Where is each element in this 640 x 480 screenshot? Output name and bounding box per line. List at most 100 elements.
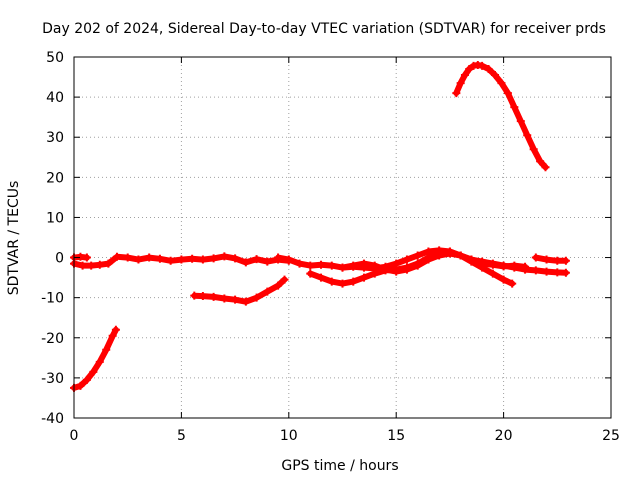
y-tick-label: 40 (46, 90, 64, 106)
data-point (280, 275, 289, 284)
series-arc-mid-dip (190, 275, 289, 306)
data-point (263, 287, 272, 296)
series-arc-high-peak (452, 61, 550, 172)
x-tick-label: 25 (602, 428, 620, 444)
data-point (220, 252, 229, 261)
data-point (220, 294, 229, 303)
data-point (531, 266, 540, 275)
data-point (145, 253, 154, 262)
data-point (82, 375, 91, 384)
data-point (370, 261, 379, 270)
x-tick-label: 20 (495, 428, 513, 444)
data-point (529, 145, 538, 154)
data-point (263, 257, 272, 266)
data-point (241, 297, 250, 306)
series-arc-near-zero-b (70, 252, 91, 262)
data-point (102, 345, 111, 354)
data-point (209, 292, 218, 301)
data-point (284, 255, 293, 264)
data-point (510, 103, 519, 112)
x-axis-label: GPS time / hours (281, 458, 398, 474)
y-tick-label: 20 (46, 170, 64, 186)
data-point (478, 259, 487, 268)
data-point (274, 253, 283, 262)
data-point (112, 252, 121, 261)
data-point (488, 269, 497, 278)
data-point (499, 262, 508, 271)
data-point (467, 255, 476, 264)
data-point (306, 269, 315, 278)
y-tick-label: 10 (46, 210, 64, 226)
data-point (198, 255, 207, 264)
data-point (536, 157, 545, 166)
data-point (561, 268, 570, 277)
series-arc-near-zero-a (70, 252, 293, 270)
data-point (553, 268, 562, 277)
data-point (541, 163, 550, 172)
data-point (491, 71, 500, 80)
axis-ticks: 0 5 10 15 20 25 -40 -30 -20 -10 0 10 20 30 40 50 (41, 50, 620, 444)
data-point (241, 258, 250, 267)
data-point (76, 381, 85, 390)
data-point (108, 331, 117, 340)
data-point (306, 261, 315, 270)
y-tick-label: 30 (46, 130, 64, 146)
data-point (78, 261, 87, 270)
data-point (370, 269, 379, 278)
data-point (413, 261, 422, 270)
data-point (503, 89, 512, 98)
data-point (89, 367, 98, 376)
data-point (381, 265, 390, 274)
x-tick-label: 15 (387, 428, 405, 444)
data-point (460, 71, 469, 80)
data-point (542, 255, 551, 264)
data-point (553, 256, 562, 265)
data-point (508, 279, 517, 288)
data-point (252, 293, 261, 302)
plot-frame (73, 56, 612, 419)
data-point (488, 260, 497, 269)
data-point (456, 251, 465, 260)
data-point (123, 253, 132, 262)
data-point (87, 261, 96, 270)
data-point (231, 295, 240, 304)
y-tick-label: -40 (41, 411, 64, 427)
data-point (231, 254, 240, 263)
data-point (349, 261, 358, 270)
series-line (71, 253, 292, 269)
y-tick-label: -10 (41, 291, 64, 307)
data-point (111, 325, 120, 334)
data-point (452, 89, 461, 98)
grid-lines (74, 57, 611, 418)
data-point (209, 254, 218, 263)
data-point (274, 281, 283, 290)
data-point (317, 273, 326, 282)
data-point (456, 79, 465, 88)
data-point (338, 263, 347, 272)
data-point (465, 65, 474, 74)
data-point (531, 253, 540, 262)
data-point (295, 259, 304, 268)
data-point (104, 259, 113, 268)
x-tick-label: 0 (70, 428, 79, 444)
data-point (499, 275, 508, 284)
data-point (392, 267, 401, 276)
series-line (71, 326, 119, 391)
data-point (188, 254, 197, 263)
data-point (445, 249, 454, 258)
data-point (155, 254, 164, 263)
series-arc-rising-low (70, 325, 120, 392)
data-point (478, 61, 487, 70)
data-point (327, 277, 336, 286)
data-point (424, 255, 433, 264)
data-point (359, 273, 368, 282)
y-tick-label: -30 (41, 371, 64, 387)
data-point (359, 259, 368, 268)
x-tick-label: 10 (280, 428, 298, 444)
data-point (516, 117, 525, 126)
data-point (95, 357, 104, 366)
series-line (191, 276, 288, 305)
data-point (327, 261, 336, 270)
data-point (435, 251, 444, 260)
